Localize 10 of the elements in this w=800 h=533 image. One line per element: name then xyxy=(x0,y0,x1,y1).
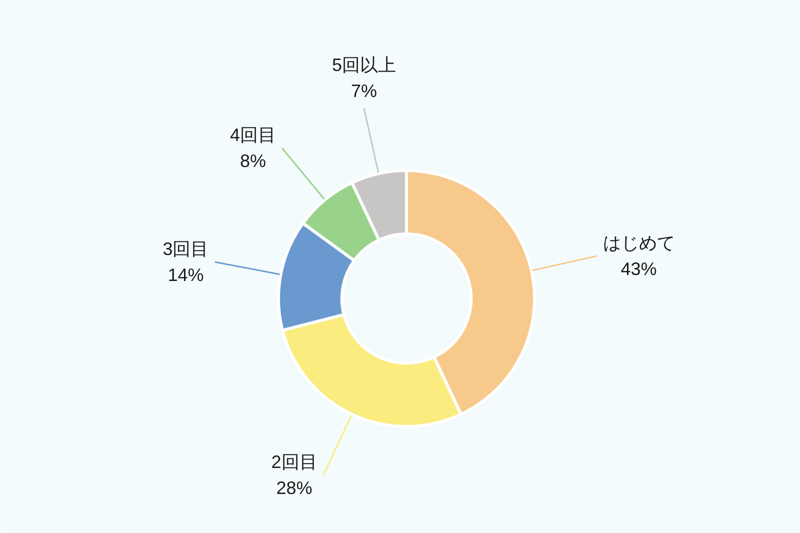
slice-label: はじめて xyxy=(602,232,675,253)
slice-label: 2回目 xyxy=(271,452,318,472)
slice-label: 5回以上 xyxy=(332,55,396,76)
data-label: 28% xyxy=(276,478,312,498)
data-label: 14% xyxy=(168,264,204,285)
slice-label: 4回目 xyxy=(230,125,276,146)
data-label: 7% xyxy=(350,81,377,102)
data-label: 8% xyxy=(240,151,266,172)
data-label: 43% xyxy=(620,258,657,279)
slice-label: 3回目 xyxy=(162,238,209,259)
